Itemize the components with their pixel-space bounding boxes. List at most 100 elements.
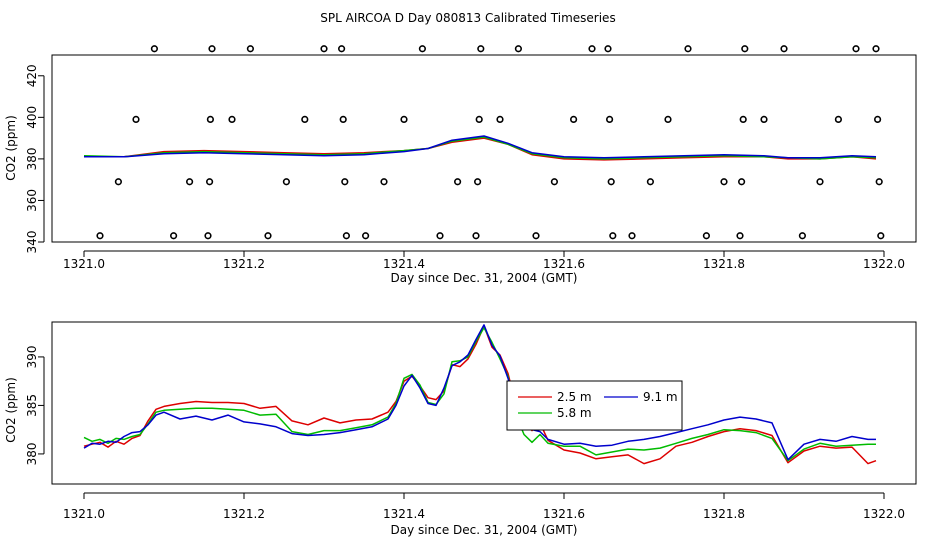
bottom-series-2-5-mline	[83, 325, 877, 465]
legend: 2.5 m 5.8 m 9.1 m	[506, 380, 683, 431]
top-qc-marker	[338, 45, 346, 53]
top-qc-marker	[588, 45, 596, 53]
top-x-axis-label: Day since Dec. 31, 2004 (GMT)	[391, 271, 578, 285]
top-qc-marker	[607, 178, 615, 186]
top-y-axis: 340 360 380 400 420	[25, 64, 45, 254]
top-qc-marker	[646, 178, 655, 186]
bottom-series-5-8-mline	[83, 327, 876, 462]
top-x-tick-label: 1321.6	[543, 257, 585, 271]
top-qc-marker	[477, 45, 485, 53]
top-x-tick-label: 1321.4	[383, 257, 425, 271]
top-qc-marker	[170, 232, 178, 240]
top-qc-marker	[496, 115, 504, 124]
top-y-tick-label: 420	[25, 64, 39, 87]
top-qc-marker	[341, 178, 349, 186]
top-qc-marker	[206, 178, 214, 186]
top-qc-marker	[320, 45, 328, 53]
top-qc-marker	[737, 178, 746, 186]
top-x-tick-label: 1321.2	[223, 257, 265, 271]
top-y-tick-label: 340	[25, 231, 39, 254]
top-qc-marker	[532, 232, 540, 240]
top-qc-marker	[720, 178, 728, 186]
top-panel: 1321.0 1321.2 1321.4 1321.6 1321.8 1322.0 340…	[4, 45, 917, 285]
legend-label-2-5m: 2.5 m	[557, 390, 592, 404]
top-qc-marker	[186, 178, 194, 186]
bottom-x-tick-label: 1321.2	[223, 507, 265, 521]
bottom-y-tick-label: 380	[25, 442, 39, 465]
bottom-plot-frame	[51, 321, 917, 485]
top-qc-marker	[514, 45, 523, 53]
top-qc-marker	[132, 115, 140, 124]
top-qc-marker	[760, 115, 768, 124]
bottom-series-9-1-mline	[83, 324, 876, 461]
top-qc-marker	[873, 115, 882, 124]
top-y-axis-label: CO2 (ppm)	[4, 115, 18, 181]
top-qc-marker	[418, 45, 427, 53]
top-qc-marker	[872, 45, 880, 53]
bottom-y-axis-label: CO2 (ppm)	[4, 377, 18, 443]
top-qc-marker	[454, 178, 462, 186]
top-qc-marker	[852, 45, 860, 53]
top-qc-marker	[604, 45, 612, 53]
top-qc-marker	[741, 45, 749, 53]
top-qc-marker	[628, 232, 636, 240]
top-qc-marker	[400, 115, 408, 124]
top-qc-marker	[877, 232, 885, 240]
top-y-tick-label: 360	[25, 189, 39, 212]
top-series-5-8-mline	[83, 136, 877, 160]
legend-label-5-8m: 5.8 m	[557, 406, 592, 420]
top-qc-marker	[208, 45, 216, 53]
legend-label-9-1m: 9.1 m	[643, 390, 678, 404]
figure-title: SPL AIRCOA D Day 080813 Calibrated Times…	[320, 11, 615, 25]
top-x-tick-label: 1321.8	[703, 257, 745, 271]
top-qc-marker	[114, 178, 122, 186]
top-x-axis: 1321.0 1321.2 1321.4 1321.6 1321.8 1322.0	[63, 250, 905, 271]
bottom-x-tick-label: 1321.4	[383, 507, 425, 521]
top-qc-marker	[875, 178, 883, 186]
bottom-x-tick-label: 1321.8	[703, 507, 745, 521]
top-qc-marker	[664, 115, 672, 124]
bottom-y-tick-label: 385	[25, 394, 39, 417]
top-qc-marker	[150, 45, 158, 53]
top-qc-marker	[780, 45, 788, 53]
top-qc-marker	[475, 115, 483, 124]
bottom-x-axis-label: Day since Dec. 31, 2004 (GMT)	[391, 523, 578, 537]
top-qc-marker	[282, 178, 291, 186]
top-x-tick-label: 1322.0	[863, 257, 905, 271]
top-qc-marker	[609, 232, 617, 240]
top-qc-marker	[206, 115, 214, 124]
top-qc-marker	[339, 115, 347, 124]
legend-box	[506, 380, 683, 431]
top-qc-marker	[550, 178, 559, 186]
top-qc-markers	[96, 45, 885, 240]
top-qc-marker	[816, 178, 824, 186]
top-qc-marker	[798, 232, 807, 240]
top-qc-marker	[264, 232, 272, 240]
top-qc-marker	[569, 115, 578, 124]
bottom-y-tick-label: 390	[25, 345, 39, 368]
top-qc-marker	[472, 232, 480, 240]
top-series-9-1-mline	[84, 135, 877, 159]
top-qc-marker	[301, 115, 309, 124]
bottom-x-tick-label: 1321.6	[543, 507, 585, 521]
top-x-tick-label: 1321.0	[63, 257, 105, 271]
top-qc-marker	[380, 178, 388, 186]
top-qc-marker	[605, 115, 614, 124]
top-qc-marker	[362, 232, 370, 240]
top-plot-frame	[51, 54, 917, 243]
bottom-panel: 1321.0 1321.2 1321.4 1321.6 1321.8 1322.0 380…	[4, 321, 917, 537]
top-qc-marker	[736, 232, 744, 240]
top-y-tick-label: 380	[25, 147, 39, 170]
top-qc-marker	[474, 178, 482, 186]
top-qc-marker	[96, 232, 104, 240]
bottom-x-tick-label: 1322.0	[863, 507, 905, 521]
bottom-series-lines	[83, 324, 877, 465]
top-y-tick-label: 400	[25, 106, 39, 129]
top-qc-marker	[246, 45, 254, 53]
bottom-y-axis: 380 385 390	[25, 345, 45, 465]
top-qc-marker	[228, 115, 236, 124]
top-series-lines	[83, 135, 877, 161]
bottom-x-axis: 1321.0 1321.2 1321.4 1321.6 1321.8 1322.0	[63, 492, 905, 521]
top-qc-marker	[739, 115, 747, 124]
top-qc-marker	[436, 232, 444, 240]
